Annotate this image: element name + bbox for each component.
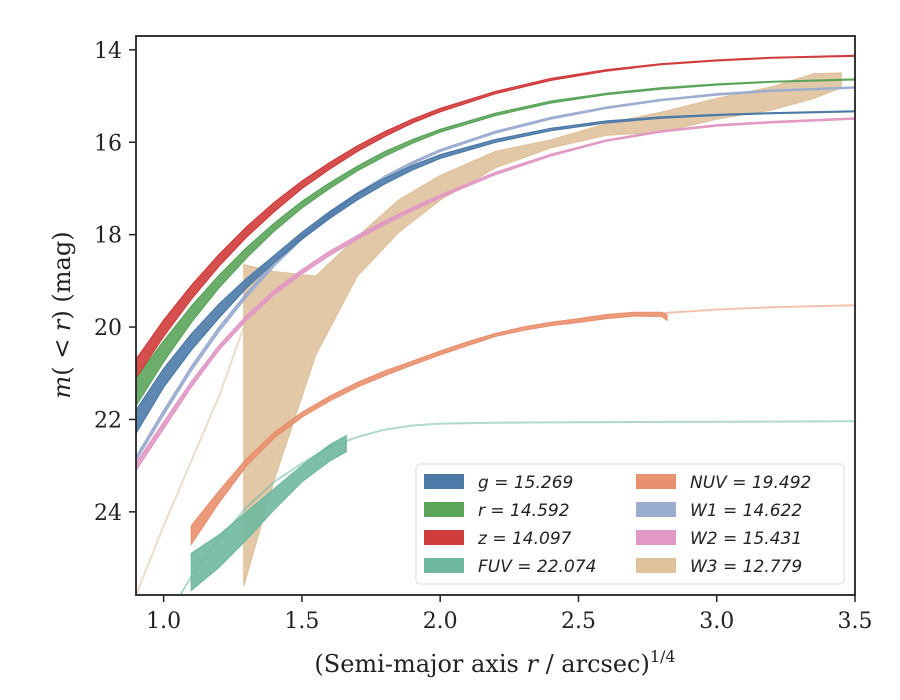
series-nuv-extrapolation	[661, 304, 855, 315]
legend-swatch-w3	[636, 558, 676, 573]
legend-label-r: r = 14.592	[478, 501, 570, 521]
y-axis-title: m( < r) (mag)	[48, 231, 76, 398]
plot-frame	[135, 35, 856, 596]
y-tick-label: 16	[94, 131, 122, 156]
y-tick-label: 14	[94, 39, 122, 64]
series-w2-band	[136, 117, 855, 472]
x-axis-title: (Semi-major axis r / arcsec)1/4	[314, 647, 675, 678]
legend-swatch-r	[424, 502, 464, 517]
series-z-band	[136, 54, 855, 379]
x-tick-label: 1.0	[146, 609, 181, 634]
x-tick-label: 2.0	[423, 609, 458, 634]
series-r-band	[136, 78, 855, 407]
legend-label-z: z = 14.097	[477, 529, 572, 549]
y-tick-label: 20	[94, 316, 122, 341]
legend-label-fuv: FUV = 22.074	[478, 557, 596, 577]
legend-label-nuv: NUV = 19.492	[690, 473, 811, 493]
legend-swatch-nuv	[636, 474, 676, 489]
legend-swatch-w1	[636, 502, 676, 517]
legend-label-g: g = 15.269	[478, 473, 573, 493]
series-layer	[136, 54, 855, 595]
series-nuv-band	[190, 311, 668, 547]
legend-swatch-fuv	[424, 558, 464, 573]
legend-label-w2: W2 = 15.431	[690, 529, 802, 549]
x-tick-label: 1.5	[284, 609, 319, 634]
legend: g = 15.269 r = 14.592 z = 14.097 FUV = 22.0…	[415, 463, 845, 585]
legend-label-w1: W1 = 14.622	[690, 501, 802, 521]
legend-swatch-w2	[636, 530, 676, 545]
series-w3-extrapolation	[136, 326, 245, 595]
ticks-layer: 1.0 1.5 2.0 2.5 3.0 3.5 14 16 18 20 22 24	[94, 39, 873, 634]
y-tick-label: 18	[94, 224, 122, 249]
legend-frame	[415, 463, 845, 585]
y-tick-label: 22	[94, 408, 122, 433]
series-g-band	[136, 110, 855, 435]
legend-swatch-g	[424, 474, 464, 489]
legend-label-w3: W3 = 12.779	[690, 557, 802, 577]
x-tick-label: 3.5	[838, 609, 873, 634]
x-tick-label: 2.5	[561, 609, 596, 634]
x-tick-label: 3.0	[699, 609, 734, 634]
legend-swatch-z	[424, 530, 464, 545]
y-tick-label: 24	[94, 501, 122, 526]
series-fuv-band	[190, 434, 347, 592]
